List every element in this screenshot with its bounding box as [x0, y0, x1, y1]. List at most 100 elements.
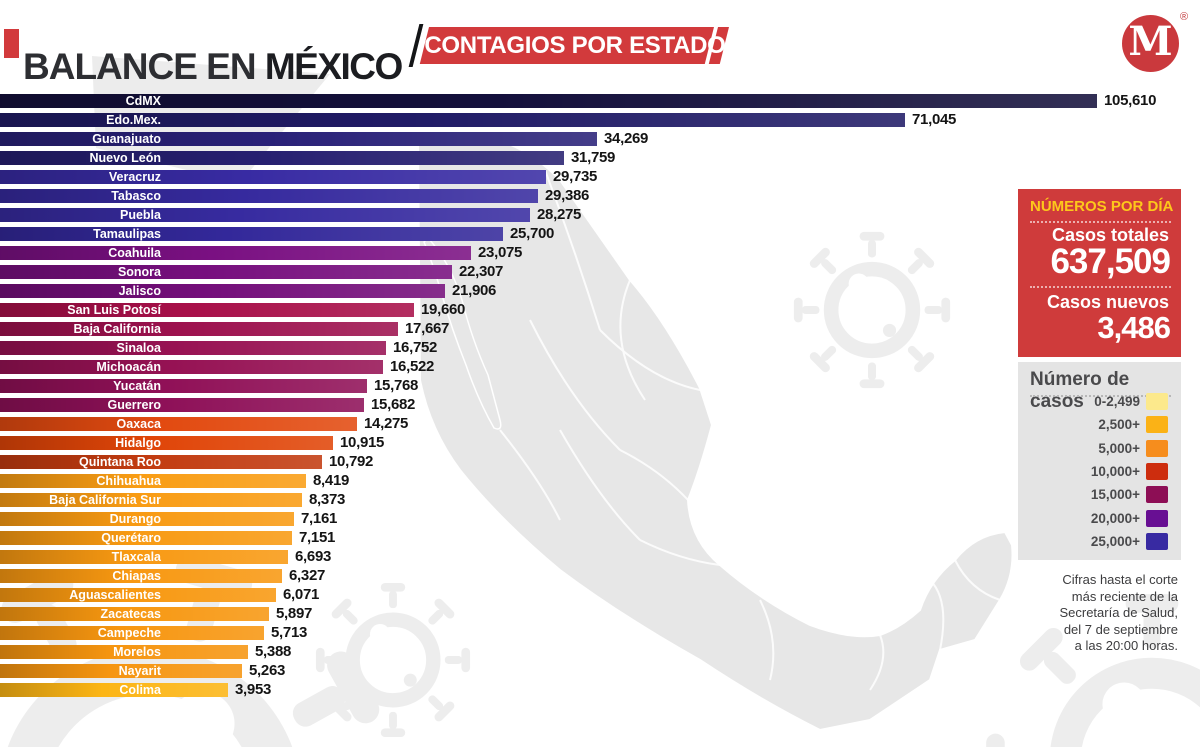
bar-zacatecas — [0, 607, 269, 621]
bar-nayarit — [0, 664, 242, 678]
case-count: 16,522 — [390, 358, 435, 375]
state-label: Oaxaca — [116, 417, 161, 431]
state-label: Nayarit — [118, 664, 161, 678]
page-title: BALANCE EN MÉXICO — [23, 46, 403, 88]
bar-chihuahua — [0, 474, 306, 488]
legend-color-swatch — [1146, 509, 1168, 527]
milenio-logo-letter: M — [1128, 18, 1173, 65]
case-count: 23,075 — [478, 244, 523, 261]
state-label: Morelos — [113, 645, 161, 659]
bar-cdmx — [0, 94, 1097, 108]
case-count: 6,693 — [295, 548, 332, 565]
milenio-logo: M — [1122, 15, 1179, 72]
state-label: Michoacán — [96, 360, 161, 374]
case-count: 71,045 — [912, 111, 957, 128]
case-count: 29,735 — [553, 168, 598, 185]
bar-baja-california — [0, 322, 398, 336]
bar-quer-taro — [0, 531, 292, 545]
bar-quintana-roo — [0, 455, 322, 469]
dotted-separator — [1030, 286, 1171, 288]
bar-hidalgo — [0, 436, 333, 450]
bar-puebla — [0, 208, 530, 222]
bar-row-sinaloa: Sinaloa 16,752 — [0, 339, 1200, 357]
bar-chiapas — [0, 569, 282, 583]
bar-tamaulipas — [0, 227, 503, 241]
bar-guanajuato — [0, 132, 597, 146]
bar-row-yucat-n: Yucatán 15,768 — [0, 377, 1200, 395]
bar-row-cdmx: CdMX 105,610 — [0, 93, 1200, 110]
bar-san-luis-potos — [0, 303, 414, 317]
bar-row-edo-mex: Edo.Mex. 71,045 — [0, 111, 1200, 129]
bar-row-baja-california-sur: Baja California Sur 8,373 — [0, 491, 1200, 509]
source-footnote: Cifras hasta el corte más reciente de la… — [1059, 572, 1178, 653]
state-label: Aguascalientes — [69, 588, 161, 602]
legend-row-15-000: 15,000+ — [1018, 486, 1181, 504]
state-label: Querétaro — [101, 531, 161, 545]
case-count: 34,269 — [604, 130, 649, 147]
case-count: 10,915 — [340, 434, 385, 451]
state-label: Chihuahua — [96, 474, 161, 488]
case-count: 15,768 — [374, 377, 419, 394]
bar-tabasco — [0, 189, 538, 203]
case-count: 5,713 — [271, 624, 308, 641]
bar-row-nuevo-le-n: Nuevo León 31,759 — [0, 150, 1200, 167]
bar-row-coahuila: Coahuila 23,075 — [0, 244, 1200, 262]
legend-row-20-000: 20,000+ — [1018, 509, 1181, 527]
case-count: 5,897 — [276, 605, 313, 622]
bar-row-morelos: Morelos 5,388 — [0, 643, 1200, 661]
bar-aguascalientes — [0, 588, 276, 602]
case-count: 8,373 — [309, 491, 346, 508]
case-count: 5,388 — [255, 643, 292, 660]
bar-baja-california-sur — [0, 493, 302, 507]
bar-oaxaca — [0, 417, 357, 431]
state-label: Quintana Roo — [79, 455, 161, 469]
legend-row-25-000: 25,000+ — [1018, 532, 1181, 550]
legend-color-swatch — [1146, 462, 1168, 480]
case-count: 15,682 — [371, 396, 416, 413]
state-label: Baja California Sur — [49, 493, 161, 507]
bar-row-chiapas: Chiapas 6,327 — [0, 568, 1200, 585]
daily-numbers-header: NÚMEROS POR DÍA — [1030, 198, 1174, 215]
bar-coahuila — [0, 246, 471, 260]
bar-campeche — [0, 626, 264, 640]
dotted-separator — [1030, 221, 1171, 223]
case-count: 19,660 — [421, 301, 466, 318]
state-label: Zacatecas — [100, 607, 161, 621]
legend-color-swatch — [1146, 393, 1168, 410]
state-label: Veracruz — [108, 170, 161, 184]
case-count: 16,752 — [393, 339, 438, 356]
state-label: Baja California — [73, 322, 161, 336]
case-count: 7,161 — [301, 510, 338, 527]
state-label: Tabasco — [111, 189, 161, 203]
bar-row-tabasco: Tabasco 29,386 — [0, 188, 1200, 205]
bar-row-tlaxcala: Tlaxcala 6,693 — [0, 548, 1200, 566]
case-count: 22,307 — [459, 263, 504, 280]
state-label: Guerrero — [107, 398, 162, 412]
bar-colima — [0, 683, 228, 697]
state-label: Jalisco — [118, 284, 161, 298]
state-label: San Luis Potosí — [67, 303, 161, 317]
bar-row-durango: Durango 7,161 — [0, 510, 1200, 528]
legend-row-10-000: 10,000+ — [1018, 462, 1181, 480]
bar-row-sonora: Sonora 22,307 — [0, 263, 1200, 281]
bar-row-aguascalientes: Aguascalientes 6,071 — [0, 587, 1200, 604]
case-count: 8,419 — [313, 472, 350, 489]
bar-row-quer-taro: Querétaro 7,151 — [0, 530, 1200, 547]
case-count: 5,263 — [249, 662, 286, 679]
state-label: Guanajuato — [92, 132, 161, 146]
bar-row-tamaulipas: Tamaulipas 25,700 — [0, 226, 1200, 243]
legend-panel: Número de casos 0-2,499 2,500+ 5,000+ 10,00… — [1018, 362, 1181, 560]
state-label: Durango — [109, 512, 161, 526]
legend-color-swatch — [1146, 532, 1168, 550]
legend-range-label: 15,000+ — [1090, 487, 1140, 503]
case-count: 17,667 — [405, 320, 450, 337]
bar-edo-mex — [0, 113, 905, 127]
bar-jalisco — [0, 284, 445, 298]
legend-range-label: 25,000+ — [1090, 533, 1140, 549]
case-count: 10,792 — [329, 453, 374, 470]
title-accent-square — [4, 29, 19, 58]
legend-range-label: 2,500+ — [1098, 417, 1140, 433]
bar-row-baja-california: Baja California 17,667 — [0, 320, 1200, 338]
bar-row-puebla: Puebla 28,275 — [0, 207, 1200, 224]
